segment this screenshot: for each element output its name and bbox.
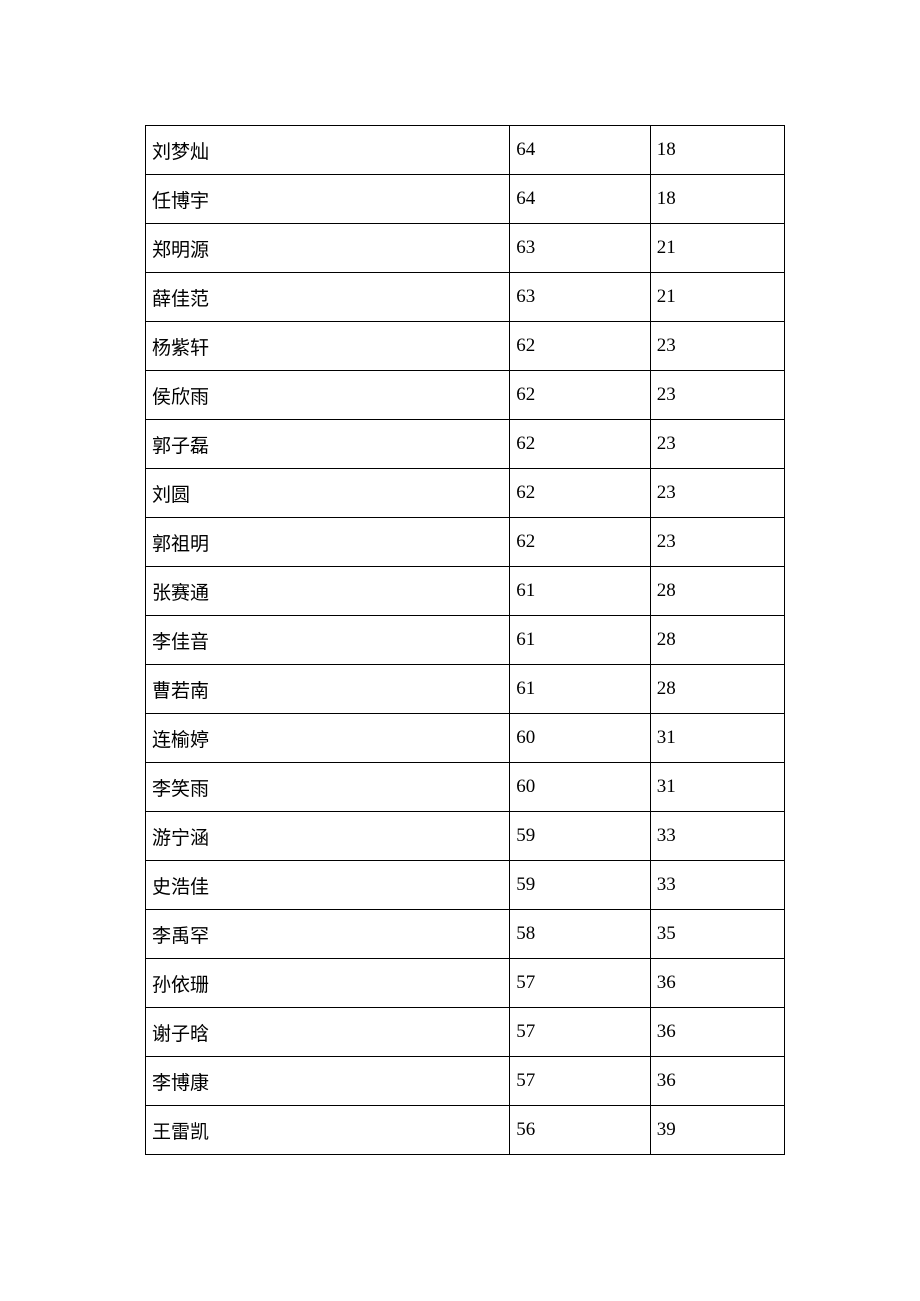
table-row: 李禹罕5835 (146, 910, 785, 959)
rank-cell: 28 (650, 616, 784, 665)
table-body: 刘梦灿6418任博宇6418郑明源6321薛佳范6321杨紫轩6223侯欣雨62… (146, 126, 785, 1155)
name-cell: 张赛通 (146, 567, 510, 616)
score-cell: 61 (510, 567, 651, 616)
name-cell: 郭子磊 (146, 420, 510, 469)
score-cell: 58 (510, 910, 651, 959)
table-row: 李笑雨6031 (146, 763, 785, 812)
score-cell: 62 (510, 518, 651, 567)
name-cell: 郑明源 (146, 224, 510, 273)
name-cell: 刘梦灿 (146, 126, 510, 175)
rank-cell: 23 (650, 469, 784, 518)
rank-cell: 28 (650, 567, 784, 616)
name-cell: 杨紫轩 (146, 322, 510, 371)
table-row: 史浩佳5933 (146, 861, 785, 910)
name-cell: 李佳音 (146, 616, 510, 665)
rank-cell: 23 (650, 420, 784, 469)
rank-cell: 36 (650, 959, 784, 1008)
rank-cell: 31 (650, 714, 784, 763)
score-cell: 59 (510, 861, 651, 910)
rank-cell: 31 (650, 763, 784, 812)
table-row: 张赛通6128 (146, 567, 785, 616)
score-cell: 57 (510, 959, 651, 1008)
table-row: 连榆婷6031 (146, 714, 785, 763)
table-row: 游宁涵5933 (146, 812, 785, 861)
rank-cell: 36 (650, 1008, 784, 1057)
table-row: 刘梦灿6418 (146, 126, 785, 175)
name-cell: 孙依珊 (146, 959, 510, 1008)
table-row: 曹若南6128 (146, 665, 785, 714)
table-row: 薛佳范6321 (146, 273, 785, 322)
score-cell: 64 (510, 175, 651, 224)
name-cell: 谢子晗 (146, 1008, 510, 1057)
name-cell: 薛佳范 (146, 273, 510, 322)
score-cell: 60 (510, 763, 651, 812)
score-cell: 62 (510, 322, 651, 371)
score-cell: 59 (510, 812, 651, 861)
name-cell: 史浩佳 (146, 861, 510, 910)
name-cell: 任博宇 (146, 175, 510, 224)
rank-cell: 36 (650, 1057, 784, 1106)
table-row: 郭子磊6223 (146, 420, 785, 469)
score-cell: 60 (510, 714, 651, 763)
score-cell: 62 (510, 469, 651, 518)
name-cell: 郭祖明 (146, 518, 510, 567)
table-row: 郭祖明6223 (146, 518, 785, 567)
table-row: 王雷凯5639 (146, 1106, 785, 1155)
table-row: 李博康5736 (146, 1057, 785, 1106)
table-row: 刘圆6223 (146, 469, 785, 518)
score-cell: 61 (510, 665, 651, 714)
rank-cell: 35 (650, 910, 784, 959)
rank-cell: 33 (650, 812, 784, 861)
name-cell: 王雷凯 (146, 1106, 510, 1155)
data-table: 刘梦灿6418任博宇6418郑明源6321薛佳范6321杨紫轩6223侯欣雨62… (145, 125, 785, 1155)
score-cell: 61 (510, 616, 651, 665)
rank-cell: 23 (650, 371, 784, 420)
rank-cell: 28 (650, 665, 784, 714)
rank-cell: 21 (650, 224, 784, 273)
name-cell: 连榆婷 (146, 714, 510, 763)
score-cell: 63 (510, 224, 651, 273)
name-cell: 游宁涵 (146, 812, 510, 861)
table-row: 谢子晗5736 (146, 1008, 785, 1057)
name-cell: 曹若南 (146, 665, 510, 714)
score-cell: 64 (510, 126, 651, 175)
score-cell: 62 (510, 371, 651, 420)
table-row: 杨紫轩6223 (146, 322, 785, 371)
score-cell: 63 (510, 273, 651, 322)
table-row: 李佳音6128 (146, 616, 785, 665)
name-cell: 李禹罕 (146, 910, 510, 959)
name-cell: 李笑雨 (146, 763, 510, 812)
table-row: 任博宇6418 (146, 175, 785, 224)
rank-cell: 21 (650, 273, 784, 322)
name-cell: 李博康 (146, 1057, 510, 1106)
rank-cell: 23 (650, 322, 784, 371)
score-cell: 62 (510, 420, 651, 469)
table-row: 侯欣雨6223 (146, 371, 785, 420)
score-cell: 57 (510, 1008, 651, 1057)
table-row: 郑明源6321 (146, 224, 785, 273)
rank-cell: 33 (650, 861, 784, 910)
rank-cell: 39 (650, 1106, 784, 1155)
score-cell: 56 (510, 1106, 651, 1155)
score-cell: 57 (510, 1057, 651, 1106)
rank-cell: 23 (650, 518, 784, 567)
rank-cell: 18 (650, 175, 784, 224)
table-row: 孙依珊5736 (146, 959, 785, 1008)
name-cell: 侯欣雨 (146, 371, 510, 420)
rank-cell: 18 (650, 126, 784, 175)
name-cell: 刘圆 (146, 469, 510, 518)
